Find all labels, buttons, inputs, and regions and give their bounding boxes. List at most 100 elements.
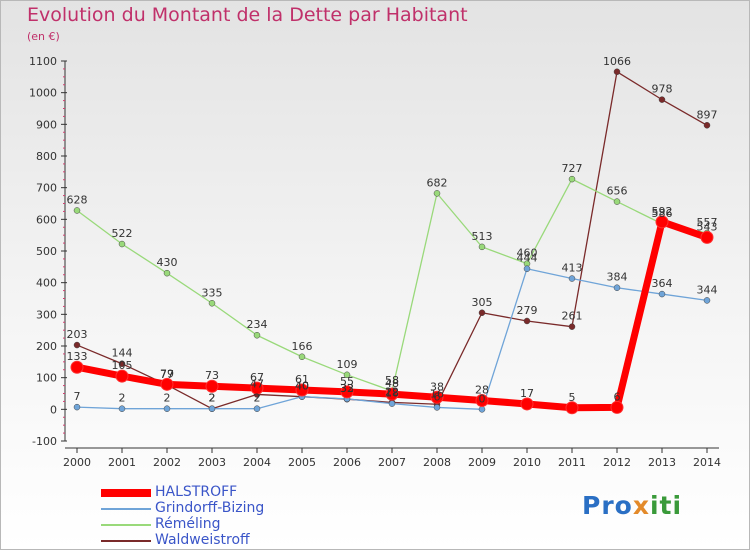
x-tick-label: 2006	[333, 456, 361, 469]
data-point	[703, 122, 711, 129]
data-label: 335	[202, 286, 223, 299]
data-point	[565, 401, 579, 415]
data-label: 16	[430, 387, 444, 400]
data-point	[478, 309, 486, 316]
y-tick-label: 300	[36, 308, 57, 321]
y-tick-label: 500	[36, 245, 57, 258]
data-point	[658, 290, 666, 298]
y-tick-label: 600	[36, 213, 57, 226]
data-point	[478, 406, 486, 413]
data-label: 67	[250, 371, 264, 384]
data-label: 58	[385, 374, 399, 387]
logo-part-2: x	[632, 491, 650, 520]
data-label: 2	[254, 392, 261, 405]
y-tick-label: 400	[36, 277, 57, 290]
data-point	[475, 393, 489, 407]
data-label: 543	[697, 220, 718, 233]
data-point	[610, 400, 624, 414]
data-label: 2	[209, 392, 216, 405]
data-point	[73, 207, 81, 214]
y-tick-label: 700	[36, 182, 57, 195]
data-label: 413	[562, 262, 583, 275]
data-label: 522	[112, 227, 133, 240]
data-label: 40	[295, 380, 309, 393]
legend-label: HALSTROFF	[155, 484, 238, 500]
legend-item-waldweistroff: Waldweistroff	[101, 532, 361, 549]
data-point	[478, 243, 486, 251]
data-label: 279	[517, 304, 538, 317]
legend-label: Grindorff-Bizing	[155, 500, 265, 516]
data-point	[568, 275, 576, 282]
data-label: 22	[385, 385, 399, 398]
data-label: 55	[340, 375, 354, 388]
data-label: 2	[209, 392, 216, 405]
x-tick-label: 2010	[513, 456, 541, 469]
y-tick-label: 1000	[29, 87, 57, 100]
legend: HALSTROFF Grindorff-Bizing Réméling Wald…	[101, 484, 361, 549]
data-point	[163, 269, 171, 277]
data-point	[118, 360, 126, 367]
data-point	[163, 405, 171, 412]
chart-subtitle: (en €)	[27, 30, 60, 43]
y-tick-label: 800	[36, 150, 57, 163]
data-point	[70, 360, 84, 374]
data-point	[568, 323, 576, 330]
data-point	[118, 405, 126, 412]
legend-swatch-grindorff-bizing	[101, 508, 151, 510]
x-tick-label: 2007	[378, 456, 406, 469]
data-label: 2	[164, 392, 171, 405]
data-point	[118, 240, 126, 248]
data-label: 32	[340, 382, 354, 395]
data-label: 203	[67, 328, 88, 341]
series-line-2	[76, 178, 708, 392]
y-tick-label: 0	[50, 403, 57, 416]
data-label: 40	[295, 380, 309, 393]
data-label: 109	[337, 358, 358, 371]
data-label: 77	[160, 368, 174, 381]
data-label: 384	[607, 271, 628, 284]
data-point	[613, 284, 621, 291]
chart-title: Evolution du Montant de la Dette par Hab…	[27, 4, 468, 26]
legend-swatch-waldweistroff	[101, 540, 151, 542]
data-point	[433, 190, 441, 197]
x-tick-label: 2008	[423, 456, 451, 469]
data-label: 1066	[603, 55, 631, 68]
y-tick-label: -100	[32, 435, 57, 448]
data-point	[568, 175, 576, 183]
data-point	[298, 353, 306, 361]
legend-label: Réméling	[155, 516, 221, 532]
data-point	[115, 369, 129, 383]
y-tick-label: 1100	[29, 55, 57, 68]
x-tick-label: 2011	[558, 456, 586, 469]
data-label: 682	[427, 176, 448, 189]
logo-part-1: Pro	[582, 491, 633, 520]
data-label: 144	[112, 347, 133, 360]
data-point	[250, 381, 264, 395]
data-point	[253, 405, 261, 412]
data-label: 656	[607, 185, 628, 198]
data-label: 2	[119, 392, 126, 405]
x-tick-label: 2012	[603, 456, 631, 469]
data-label: 17	[520, 387, 534, 400]
data-label: 261	[562, 310, 583, 323]
data-point	[523, 265, 531, 272]
data-label: 513	[472, 230, 493, 243]
y-tick-label: 200	[36, 340, 57, 353]
legend-label: Waldweistroff	[155, 532, 250, 548]
x-tick-label: 2000	[63, 456, 91, 469]
data-label: 586	[652, 207, 673, 220]
data-label: 38	[430, 380, 444, 393]
data-point	[205, 379, 219, 393]
x-tick-label: 2014	[693, 456, 721, 469]
data-label: 79	[160, 367, 174, 380]
data-point	[433, 404, 441, 411]
data-point	[160, 377, 174, 391]
data-label: 364	[652, 277, 673, 290]
data-point	[343, 371, 351, 379]
data-label: 897	[697, 108, 718, 121]
data-point	[73, 341, 81, 349]
legend-item-grindorff-bizing: Grindorff-Bizing	[101, 500, 361, 517]
data-point	[520, 397, 534, 411]
data-label: 234	[247, 318, 268, 331]
